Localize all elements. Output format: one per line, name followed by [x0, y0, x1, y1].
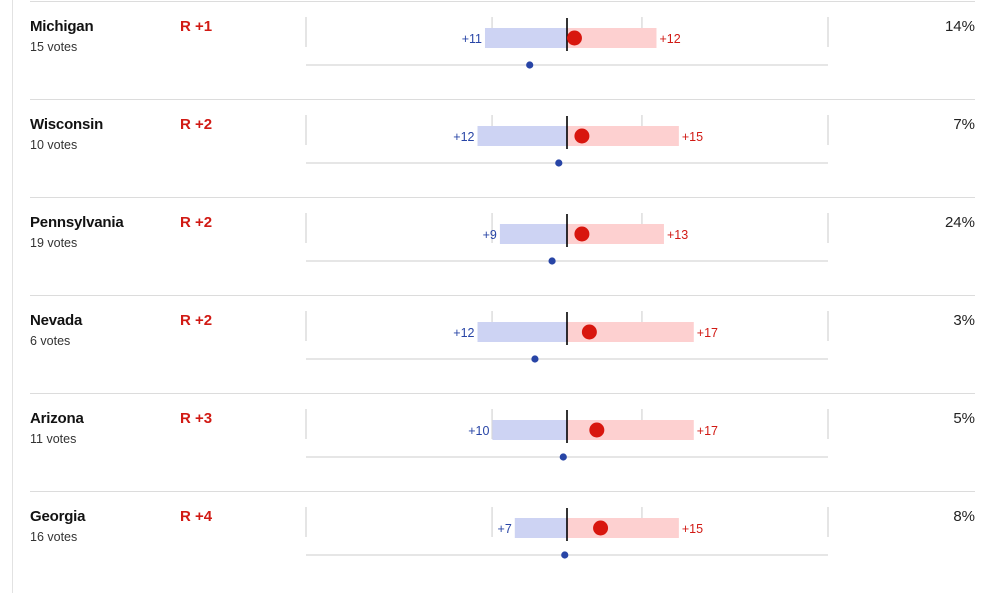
electoral-votes: 10 votes [30, 138, 78, 152]
state-name: Nevada [30, 312, 83, 329]
tipping-point-chance: 3% [953, 312, 975, 329]
dem-range-bar [484, 28, 567, 48]
state-row: Georgia 16 votes R +4 8% +7 +15 [30, 491, 975, 589]
tipping-point-chance: 5% [953, 410, 975, 427]
state-row: Wisconsin 10 votes R +2 7% +12 +15 [30, 99, 975, 197]
forecast-range-plot: +10 +17 [305, 409, 829, 461]
state-row: Michigan 15 votes R +1 14% +11 +12 [30, 1, 975, 99]
dem-range-bar [477, 322, 567, 342]
rep-range-label: +17 [697, 424, 718, 438]
forecast-range-plot: +7 +15 [305, 507, 829, 559]
tipping-point-chance: 24% [944, 214, 975, 231]
state-name: Wisconsin [30, 116, 104, 133]
state-name: Georgia [30, 508, 86, 525]
rep-range-bar [567, 28, 657, 48]
forecast-dot [581, 324, 597, 340]
rep-range-bar [567, 518, 679, 538]
forecast-margin: R +4 [180, 508, 213, 525]
row-divider [30, 491, 975, 492]
row-divider [30, 393, 975, 394]
history-dot [531, 355, 539, 363]
electoral-votes: 16 votes [30, 530, 78, 544]
dem-range-bar [514, 518, 567, 538]
forecast-range-plot: +12 +15 [305, 115, 829, 167]
dem-range-label: +12 [453, 130, 474, 144]
forecast-margin: R +2 [180, 312, 213, 329]
left-rule [12, 0, 13, 593]
dem-range-bar [477, 126, 567, 146]
rep-range-bar [567, 322, 694, 342]
row-divider [30, 1, 975, 2]
state-name: Michigan [30, 18, 94, 35]
dem-range-label: +10 [468, 424, 489, 438]
rep-range-label: +15 [682, 522, 703, 536]
forecast-dot [566, 30, 582, 46]
rep-range-bar [567, 420, 694, 440]
tipping-point-chance: 8% [953, 508, 975, 525]
rep-range-label: +12 [659, 32, 680, 46]
forecast-range-plot: +12 +17 [305, 311, 829, 363]
tipping-point-chance: 7% [953, 116, 975, 133]
forecast-margin: R +1 [180, 18, 213, 35]
dem-range-label: +11 [462, 32, 482, 46]
rep-range-label: +15 [682, 130, 703, 144]
rep-range-label: +13 [667, 228, 688, 242]
history-dot [559, 453, 567, 461]
row-divider [30, 197, 975, 198]
rep-range-bar [567, 224, 664, 244]
history-dot [561, 551, 569, 559]
history-dot [548, 257, 556, 265]
forecast-margin: R +3 [180, 410, 213, 427]
state-name: Arizona [30, 410, 84, 427]
electoral-votes: 19 votes [30, 236, 78, 250]
forecast-margin: R +2 [180, 214, 213, 231]
electoral-votes: 6 votes [30, 334, 71, 348]
tipping-point-chance: 14% [944, 18, 975, 35]
rep-range-label: +17 [697, 326, 718, 340]
rep-range-bar [567, 126, 679, 146]
forecast-dot [589, 422, 605, 438]
dem-range-label: +7 [498, 522, 512, 536]
forecast-dot [593, 520, 609, 536]
dem-range-label: +9 [483, 228, 497, 242]
state-name: Pennsylvania [30, 214, 124, 231]
forecast-range-plot: +11 +12 [305, 17, 829, 69]
history-dot [526, 61, 534, 69]
forecast-dot [574, 226, 590, 242]
forecast-range-plot: +9 +13 [305, 213, 829, 265]
forecast-margin: R +2 [180, 116, 213, 133]
row-divider [30, 99, 975, 100]
dem-range-bar [492, 420, 567, 440]
electoral-votes: 11 votes [30, 432, 77, 446]
dem-range-label: +12 [453, 326, 474, 340]
state-row: Arizona 11 votes R +3 5% +10 +17 [30, 393, 975, 491]
forecast-dot [574, 128, 590, 144]
state-row: Pennsylvania 19 votes R +2 24% +9 +13 [30, 197, 975, 295]
state-row: Nevada 6 votes R +2 3% +12 +17 [30, 295, 975, 393]
dem-range-bar [499, 224, 567, 244]
row-divider [30, 295, 975, 296]
electoral-votes: 15 votes [30, 40, 78, 54]
history-dot [555, 159, 563, 167]
